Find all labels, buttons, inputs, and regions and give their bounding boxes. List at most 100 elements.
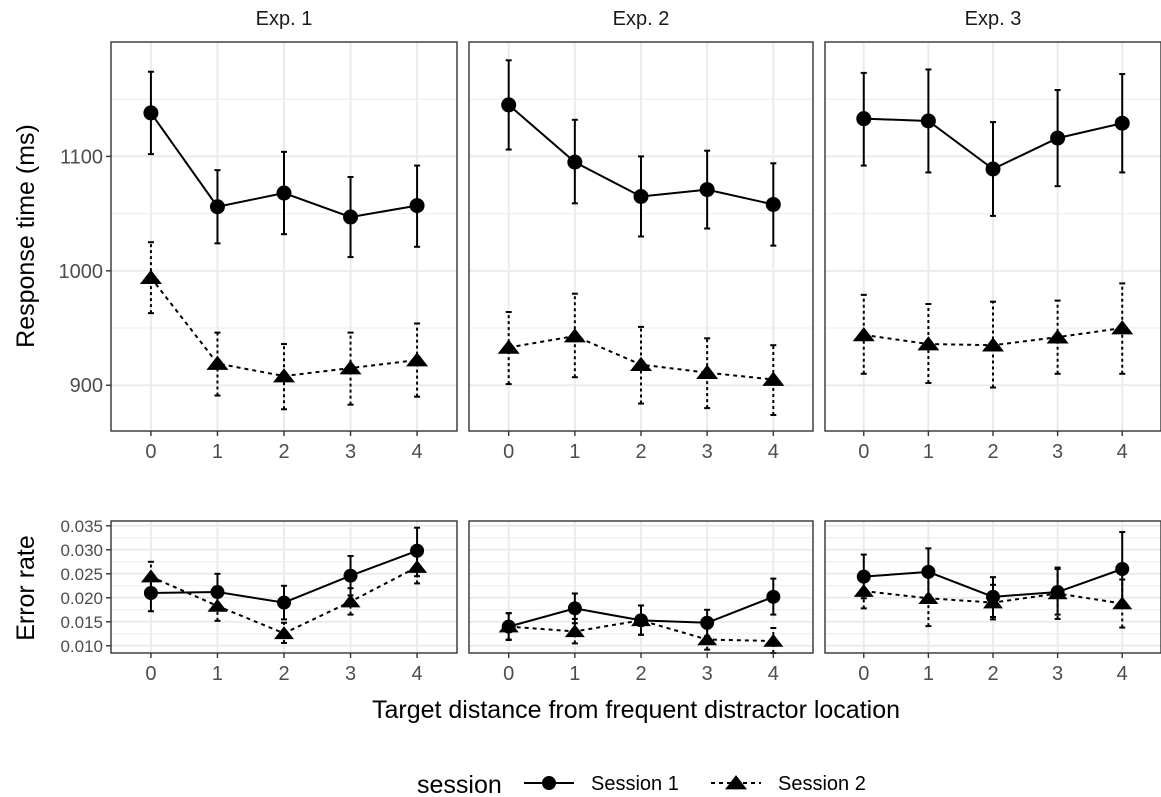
x-tick-label: 2 — [635, 663, 646, 685]
data-point-session-2 — [982, 337, 1004, 352]
x-axis-title: Target distance from frequent distractor… — [372, 696, 900, 724]
data-point-session-2 — [140, 569, 161, 583]
data-point-session-1 — [1114, 115, 1130, 131]
error-rate-y-axis-title: Error rate — [12, 535, 40, 641]
data-point-session-1 — [143, 105, 159, 121]
panel-response-time-exp-3: 0 1 2 3 4 — [824, 41, 1161, 463]
data-point-session-2 — [630, 356, 652, 371]
x-tick-label: 3 — [1052, 663, 1063, 685]
data-point-session-2 — [1112, 596, 1133, 610]
panel-error-rate-exp-3: 0 1 2 3 4 — [824, 520, 1161, 685]
data-point-session-1 — [920, 113, 936, 129]
x-tick-label: 4 — [768, 663, 779, 685]
x-tick-label: 3 — [702, 441, 713, 463]
data-point-session-2 — [1111, 320, 1134, 335]
data-point-session-2 — [918, 591, 939, 605]
legend-key-session-2 — [711, 775, 761, 790]
data-point-session-1 — [1115, 562, 1130, 576]
legend-key-marker-session-1 — [542, 776, 556, 790]
panel-response-time-exp-2: 0 1 2 3 4 — [468, 41, 814, 463]
data-point-session-2 — [564, 624, 585, 638]
data-point-session-2 — [207, 598, 228, 612]
data-point-session-1 — [409, 198, 425, 214]
data-point-session-2 — [852, 327, 875, 342]
data-point-session-1 — [210, 585, 225, 600]
x-tick-label: 4 — [1117, 441, 1128, 463]
x-tick-label: 2 — [987, 441, 998, 463]
x-tick-label: 3 — [345, 441, 356, 463]
x-tick-label: 3 — [1052, 441, 1063, 463]
data-point-session-2 — [274, 626, 294, 640]
data-point-session-1 — [1050, 130, 1066, 146]
data-point-session-2 — [1047, 586, 1068, 600]
data-point-session-1 — [765, 196, 781, 212]
data-point-session-1 — [633, 188, 649, 204]
panel-response-time-exp-1: 0 1 2 3 4 900 1000 1100 — [59, 41, 458, 463]
data-point-session-2 — [563, 328, 586, 343]
x-tick-label: 4 — [412, 663, 423, 685]
data-point-session-1 — [856, 111, 872, 127]
x-tick-label: 2 — [635, 441, 646, 463]
x-tick-label: 1 — [923, 441, 934, 463]
data-point-session-2 — [139, 269, 162, 285]
data-point-session-2 — [497, 339, 520, 354]
legend: session Session 1 Session 2 — [417, 771, 866, 797]
data-point-session-2 — [406, 352, 429, 367]
x-tick-label: 2 — [278, 663, 289, 685]
x-tick-label: 4 — [412, 441, 423, 463]
y-tick-label: 1000 — [59, 261, 104, 283]
x-tick-label: 1 — [569, 663, 580, 685]
strip-label-exp-1: Exp. 1 — [256, 8, 313, 30]
legend-title: session — [417, 771, 502, 797]
x-tick-label: 0 — [858, 663, 869, 685]
axes-labels: Response time (ms) Error rate Target dis… — [12, 124, 900, 724]
data-point-session-2 — [273, 368, 295, 383]
x-tick-label: 1 — [212, 663, 223, 685]
data-point-session-1 — [343, 209, 359, 225]
data-point-session-1 — [700, 615, 715, 630]
data-point-session-2 — [498, 619, 519, 633]
strip-label-exp-3: Exp. 3 — [965, 8, 1022, 30]
data-point-session-1 — [277, 595, 291, 610]
x-tick-label: 0 — [503, 663, 514, 685]
series-line-session-2 — [508, 619, 774, 642]
data-point-session-2 — [983, 595, 1003, 609]
data-point-session-1 — [985, 161, 1001, 177]
x-tick-label: 0 — [145, 441, 156, 463]
y-tick-label: 0.010 — [60, 637, 103, 656]
data-point-session-1 — [143, 586, 158, 600]
data-point-session-2 — [697, 632, 718, 646]
y-tick-label: 0.020 — [60, 589, 103, 608]
data-point-session-2 — [1046, 329, 1069, 344]
data-point-session-2 — [340, 594, 361, 608]
legend-key-marker-session-2 — [725, 775, 747, 790]
x-tick-label: 1 — [923, 663, 934, 685]
data-point-session-2 — [763, 633, 784, 647]
y-tick-label: 0.030 — [60, 541, 103, 560]
data-point-session-1 — [567, 601, 582, 616]
x-tick-label: 0 — [145, 663, 156, 685]
x-tick-label: 0 — [858, 441, 869, 463]
x-tick-label: 4 — [768, 441, 779, 463]
data-point-session-1 — [209, 199, 225, 215]
x-tick-label: 1 — [212, 441, 223, 463]
legend-label-session-1: Session 1 — [591, 773, 679, 795]
data-point-session-1 — [501, 97, 517, 113]
legend-key-session-1 — [524, 776, 574, 790]
data-point-session-2 — [206, 355, 229, 370]
data-point-session-1 — [343, 568, 358, 583]
panel-error-rate-exp-2: 0 1 2 3 4 — [468, 520, 814, 685]
x-tick-label: 2 — [987, 663, 998, 685]
data-point-session-2 — [696, 364, 719, 379]
response-time-y-axis-title: Response time (ms) — [12, 124, 40, 348]
x-tick-label: 4 — [1117, 663, 1128, 685]
y-tick-label: 1100 — [60, 146, 103, 168]
data-point-session-1 — [699, 182, 715, 198]
data-point-session-2 — [339, 360, 362, 375]
data-point-session-1 — [766, 589, 781, 604]
y-tick-label: 0.025 — [60, 565, 103, 584]
y-tick-label: 0.035 — [60, 517, 103, 536]
strip-label-exp-2: Exp. 2 — [613, 8, 670, 30]
